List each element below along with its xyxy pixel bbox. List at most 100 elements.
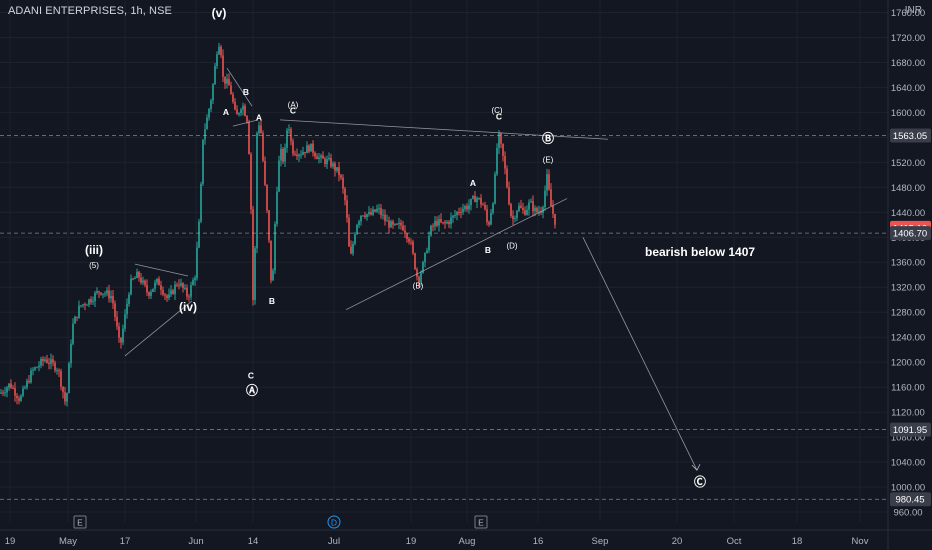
candle-body	[2, 392, 4, 394]
candle-body	[150, 291, 152, 296]
candle-body	[156, 278, 158, 283]
candle-body	[122, 328, 124, 343]
candle-body	[404, 230, 406, 234]
candle-body	[372, 209, 374, 215]
candle-body	[230, 85, 232, 95]
y-tick-label: 1360.00	[891, 258, 925, 269]
candle-body	[436, 220, 438, 226]
arrow-head	[691, 463, 701, 471]
y-tick-label: 1080.00	[891, 433, 925, 444]
candle-body	[154, 282, 156, 289]
event-marker-earnings	[474, 515, 488, 529]
candle-body	[52, 359, 54, 363]
chart-title: ADANI ENTERPRISES, 1h, NSE	[8, 5, 172, 17]
candle-body	[102, 293, 104, 295]
candle-body	[488, 222, 490, 225]
candle-body	[262, 133, 264, 161]
candle-body	[490, 212, 492, 225]
y-tick-label: 1440.00	[891, 208, 925, 219]
candle-body	[254, 248, 256, 301]
candle-body	[304, 152, 306, 154]
candle-body	[76, 316, 78, 318]
candle-body	[42, 358, 44, 361]
candle-body	[522, 207, 524, 211]
wave-label: A	[256, 113, 262, 123]
candle-body	[434, 220, 436, 227]
candle-body	[224, 76, 226, 84]
candle-body	[200, 183, 202, 222]
candle-body	[138, 271, 140, 278]
candle-body	[198, 221, 200, 248]
candle-body	[478, 197, 480, 199]
candle-body	[232, 94, 234, 102]
wave-label: (v)	[212, 6, 227, 20]
candle-body	[530, 201, 532, 203]
price-level-label: 1406.70	[893, 229, 927, 240]
currency-label: INR	[904, 5, 922, 16]
candle-body	[80, 305, 82, 307]
candle-body	[130, 278, 132, 295]
candle-body	[520, 205, 522, 208]
candle-body	[126, 303, 128, 315]
candle-body	[366, 214, 368, 218]
candle-body	[472, 196, 474, 199]
candle-body	[184, 287, 186, 289]
candle-body	[412, 241, 414, 254]
candle-body	[502, 143, 504, 156]
candle-body	[152, 288, 154, 292]
candle-body	[376, 208, 378, 212]
y-tick-label: 960.00	[893, 508, 922, 519]
candle-body	[468, 205, 470, 210]
candle-body	[360, 215, 362, 222]
candle-body	[510, 204, 512, 216]
trendline	[582, 237, 698, 471]
candle-body	[190, 285, 192, 297]
y-tick-label: 1120.00	[891, 408, 925, 419]
candle-body	[70, 343, 72, 364]
candle-body	[554, 213, 556, 225]
candle-body	[8, 383, 10, 388]
candle-body	[60, 371, 62, 387]
x-tick-label: 17	[120, 536, 131, 547]
candle-body	[476, 198, 478, 203]
candle-body	[6, 387, 8, 393]
y-tick-label: 1000.00	[891, 483, 925, 494]
candle-body	[410, 241, 412, 243]
candle-body	[296, 154, 298, 157]
candle-body	[78, 305, 80, 318]
candle-body	[466, 206, 468, 210]
trendline	[226, 67, 253, 107]
candle-body	[524, 210, 526, 215]
candle-body	[450, 217, 452, 225]
candle-body	[26, 380, 28, 388]
candle-body	[368, 212, 370, 215]
wave-label: (A)	[288, 100, 299, 109]
trendline	[345, 198, 568, 311]
candle-body	[344, 188, 346, 201]
candle-body	[72, 323, 74, 344]
candle-body	[292, 141, 294, 154]
candle-body	[384, 214, 386, 222]
candle-body	[166, 295, 168, 298]
event-marker-dividend	[327, 515, 341, 529]
wave-label: Ⓒ	[694, 474, 706, 489]
candle-body	[242, 105, 244, 110]
candle-body	[408, 238, 410, 242]
candle-body	[388, 220, 390, 228]
candle-body	[90, 299, 92, 303]
x-tick-label: Sep	[592, 536, 609, 547]
candle-body	[438, 219, 440, 226]
candle-body	[550, 189, 552, 206]
candle-body	[416, 269, 418, 277]
candle-body	[148, 292, 150, 296]
candle-body	[22, 388, 24, 396]
candle-body	[350, 246, 352, 254]
candle-body	[46, 359, 48, 363]
candle-body	[118, 326, 120, 338]
candle-body	[174, 284, 176, 294]
candle-body	[452, 215, 454, 218]
candle-body	[202, 139, 204, 184]
candle-body	[418, 276, 420, 283]
trendline	[124, 300, 193, 357]
